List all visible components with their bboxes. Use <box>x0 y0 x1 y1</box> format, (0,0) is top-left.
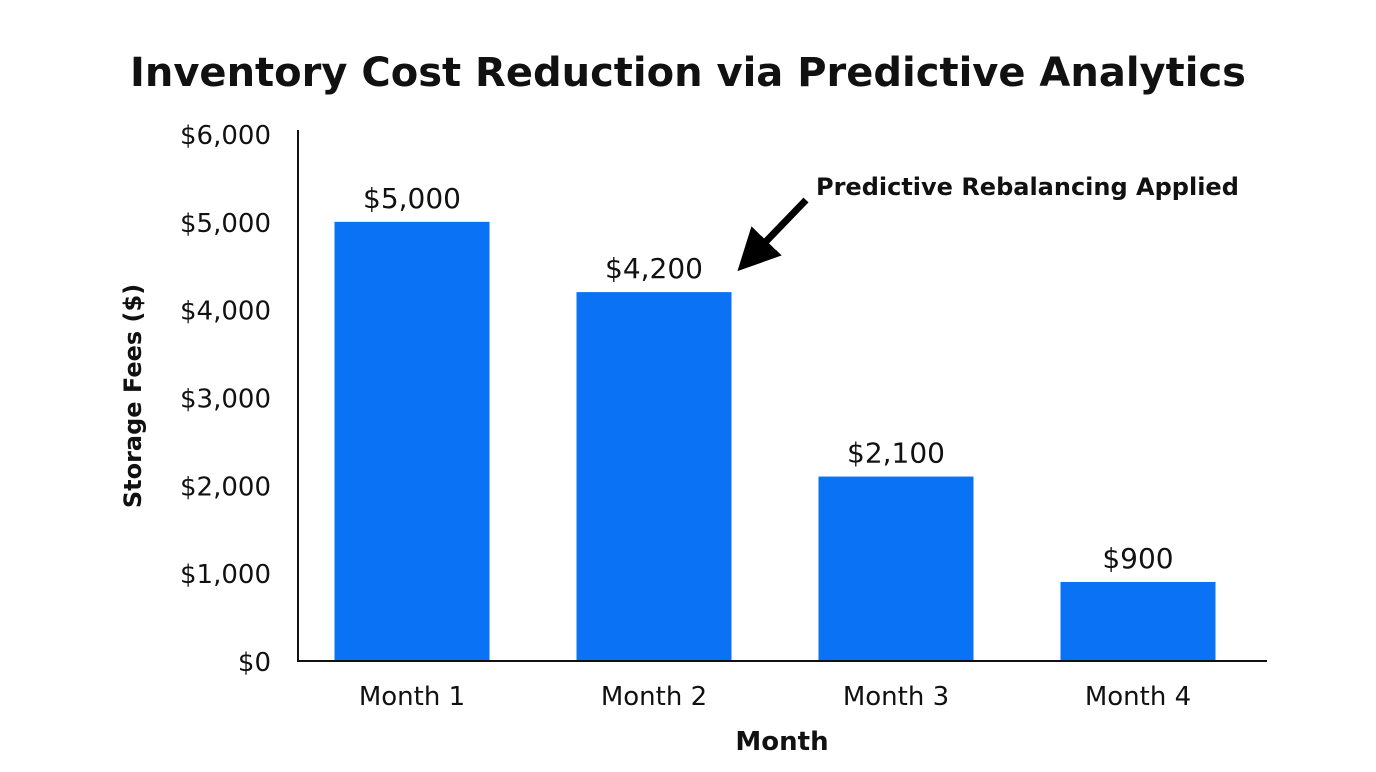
y-tick-label: $1,000 <box>180 560 271 590</box>
y-tick-label: $4,000 <box>180 297 271 327</box>
x-tick-label: Month 3 <box>843 682 949 712</box>
y-axis-label: Storage Fees ($) <box>119 284 147 508</box>
bar-4 <box>1060 581 1216 661</box>
x-tick-label: Month 1 <box>359 682 465 712</box>
data-label: $5,000 <box>363 182 461 215</box>
annotation-text: Predictive Rebalancing Applied <box>816 173 1239 201</box>
data-label: $2,100 <box>847 437 945 470</box>
y-tick-label: $5,000 <box>180 209 271 239</box>
y-tick-label: $3,000 <box>180 385 271 415</box>
x-axis-label: Month <box>735 727 828 757</box>
x-tick-label: Month 4 <box>1085 682 1191 712</box>
chart-title: Inventory Cost Reduction via Predictive … <box>130 50 1246 96</box>
x-tick-label: Month 2 <box>601 682 707 712</box>
y-tick-label: $2,000 <box>180 472 271 502</box>
bar-2 <box>576 292 732 661</box>
bar-3 <box>818 476 974 661</box>
data-label: $900 <box>1102 542 1173 575</box>
bar-1 <box>334 221 490 662</box>
data-label: $4,200 <box>605 252 703 285</box>
y-tick-label: $6,000 <box>180 121 271 151</box>
y-tick-label: $0 <box>238 648 271 678</box>
annotation-arrow <box>737 197 809 272</box>
